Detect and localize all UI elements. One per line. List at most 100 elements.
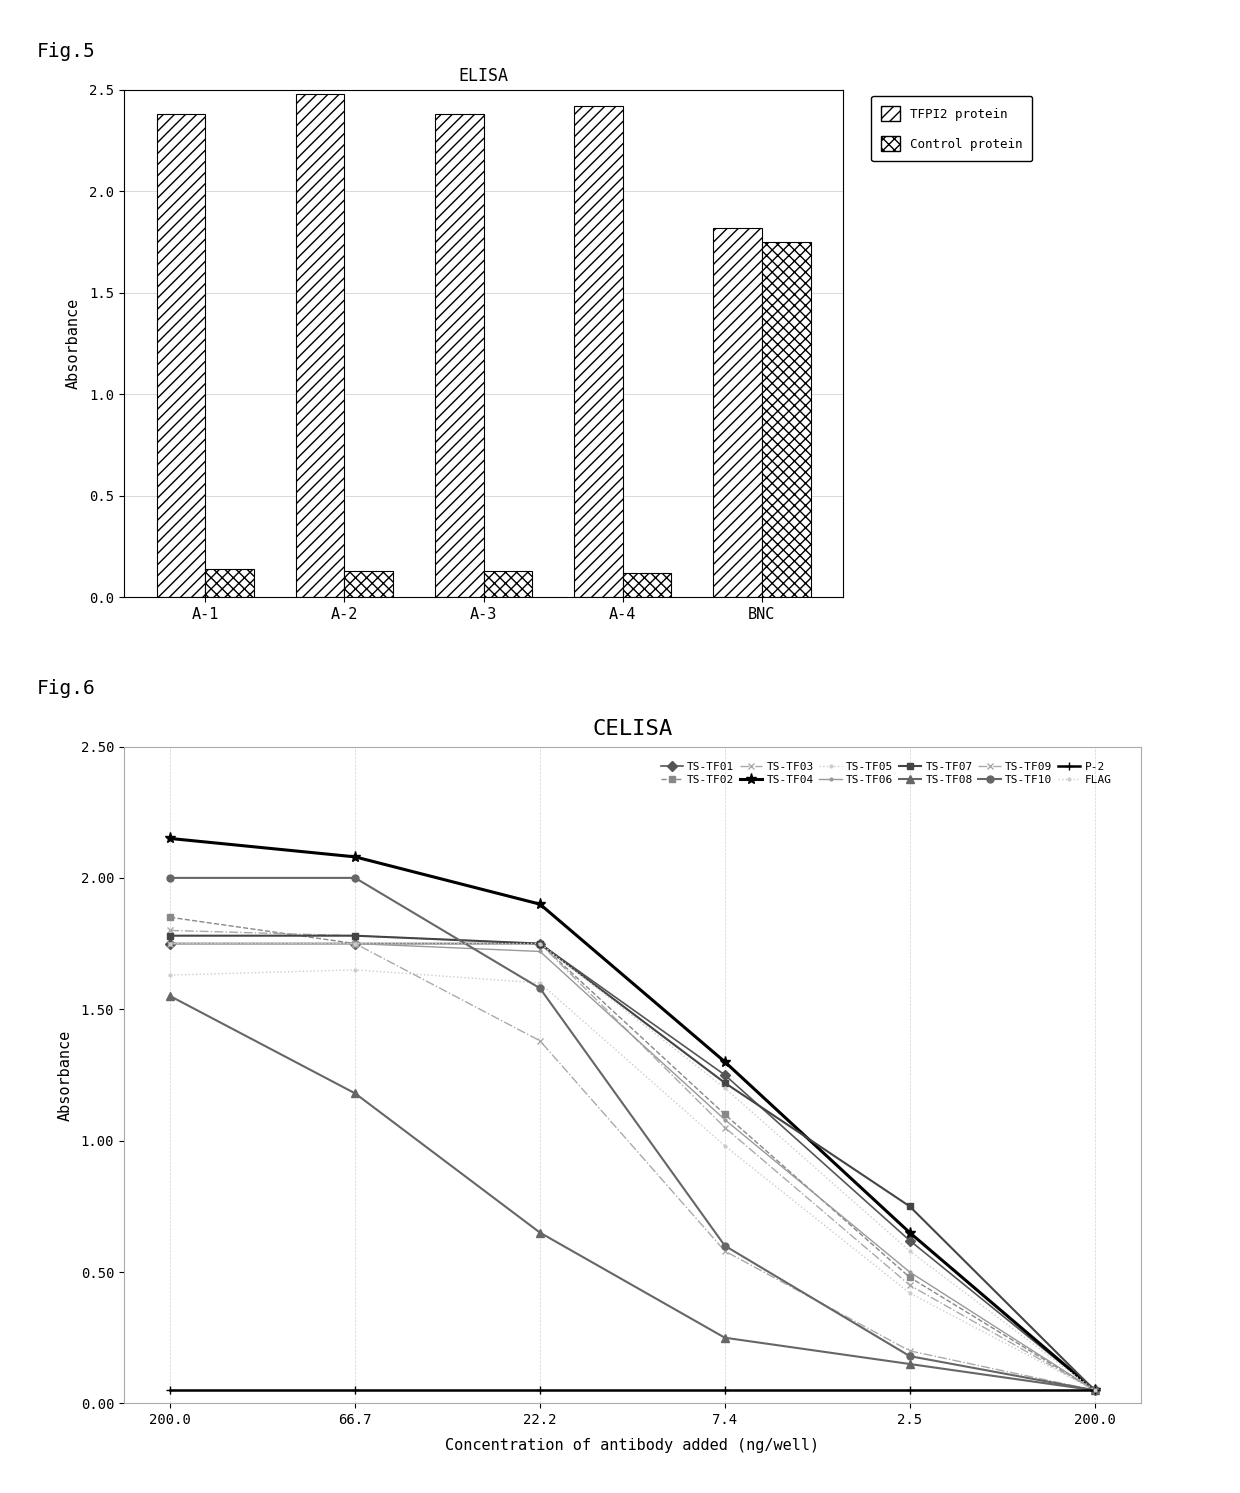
- Line: TS-TF05: TS-TF05: [167, 967, 1097, 1393]
- Text: Fig.6: Fig.6: [37, 679, 95, 699]
- TS-TF06: [532, 942, 547, 960]
- TS-TF04: [1087, 1381, 1102, 1399]
- TS-TF09: [718, 1242, 733, 1260]
- Y-axis label: Absorbance: Absorbance: [57, 1029, 72, 1121]
- TS-TF06: [1087, 1381, 1102, 1399]
- Line: TS-TF08: TS-TF08: [166, 991, 1099, 1394]
- TS-TF07: [1087, 1381, 1102, 1399]
- TS-TF01: [162, 935, 177, 953]
- Title: ELISA: ELISA: [459, 67, 508, 85]
- TS-TF10: [1087, 1381, 1102, 1399]
- P-2: [532, 1381, 547, 1399]
- Line: TS-TF03: TS-TF03: [166, 927, 1099, 1394]
- TS-TF06: [347, 935, 362, 953]
- Bar: [156, 113, 206, 597]
- Bar: [484, 570, 532, 597]
- TS-TF02: [903, 1269, 918, 1287]
- TS-TF02: [162, 908, 177, 926]
- TS-TF09: [903, 1342, 918, 1360]
- TS-TF04: [532, 896, 547, 914]
- Line: TS-TF04: TS-TF04: [165, 833, 1100, 1396]
- TS-TF08: [532, 1224, 547, 1242]
- TS-TF03: [532, 935, 547, 953]
- TS-TF03: [1087, 1381, 1102, 1399]
- FLAG: [718, 1079, 733, 1097]
- Line: TS-TF10: TS-TF10: [166, 875, 1099, 1394]
- TS-TF07: [532, 935, 547, 953]
- TS-TF09: [162, 935, 177, 953]
- FLAG: [347, 935, 362, 953]
- TS-TF02: [718, 1105, 733, 1123]
- TS-TF10: [903, 1347, 918, 1365]
- TS-TF01: [903, 1232, 918, 1250]
- TS-TF06: [718, 1111, 733, 1129]
- FLAG: [162, 935, 177, 953]
- TS-TF05: [1087, 1381, 1102, 1399]
- TS-TF07: [162, 927, 177, 945]
- Line: TS-TF02: TS-TF02: [166, 914, 1099, 1394]
- TS-TF02: [347, 935, 362, 953]
- Text: Fig.5: Fig.5: [37, 42, 95, 61]
- Bar: [574, 106, 622, 597]
- TS-TF10: [347, 869, 362, 887]
- TS-TF05: [718, 1138, 733, 1156]
- TS-TF06: [162, 935, 177, 953]
- Bar: [622, 573, 671, 597]
- Bar: [435, 113, 484, 597]
- TS-TF04: [162, 830, 177, 848]
- TS-TF09: [532, 1032, 547, 1050]
- TS-TF10: [718, 1236, 733, 1254]
- TS-TF08: [162, 987, 177, 1005]
- TS-TF03: [903, 1277, 918, 1294]
- Line: TS-TF06: TS-TF06: [167, 941, 1097, 1393]
- FLAG: [903, 1242, 918, 1260]
- Line: TS-TF09: TS-TF09: [166, 941, 1099, 1394]
- TS-TF05: [347, 961, 362, 979]
- TS-TF03: [162, 921, 177, 939]
- TS-TF02: [1087, 1381, 1102, 1399]
- Line: TS-TF07: TS-TF07: [166, 932, 1099, 1394]
- Bar: [345, 570, 393, 597]
- Legend: TS-TF01, TS-TF02, TS-TF03, TS-TF04, TS-TF05, TS-TF06, TS-TF07, TS-TF08, TS-TF09,: TS-TF01, TS-TF02, TS-TF03, TS-TF04, TS-T…: [657, 758, 1115, 788]
- FLAG: [532, 935, 547, 953]
- TS-TF05: [903, 1284, 918, 1302]
- Title: CELISA: CELISA: [593, 720, 672, 739]
- TS-TF04: [718, 1053, 733, 1070]
- TS-TF07: [347, 927, 362, 945]
- TS-TF01: [1087, 1381, 1102, 1399]
- TS-TF04: [347, 848, 362, 866]
- TS-TF08: [1087, 1381, 1102, 1399]
- P-2: [1087, 1381, 1102, 1399]
- P-2: [162, 1381, 177, 1399]
- TS-TF05: [162, 966, 177, 984]
- TS-TF08: [347, 1084, 362, 1102]
- TS-TF01: [347, 935, 362, 953]
- TS-TF10: [162, 869, 177, 887]
- TS-TF04: [903, 1224, 918, 1242]
- P-2: [903, 1381, 918, 1399]
- TS-TF08: [903, 1356, 918, 1374]
- Bar: [296, 94, 345, 597]
- TS-TF09: [1087, 1381, 1102, 1399]
- P-2: [718, 1381, 733, 1399]
- TS-TF02: [532, 935, 547, 953]
- TS-TF08: [718, 1329, 733, 1347]
- TS-TF09: [347, 935, 362, 953]
- Bar: [206, 569, 254, 597]
- Line: TS-TF01: TS-TF01: [166, 941, 1099, 1394]
- X-axis label: Concentration of antibody added (ng/well): Concentration of antibody added (ng/well…: [445, 1438, 820, 1453]
- Bar: [713, 227, 761, 597]
- TS-TF03: [347, 927, 362, 945]
- Line: P-2: P-2: [166, 1386, 1099, 1394]
- Line: FLAG: FLAG: [167, 941, 1097, 1393]
- TS-TF10: [532, 979, 547, 997]
- TS-TF06: [903, 1263, 918, 1281]
- TS-TF07: [718, 1073, 733, 1091]
- TS-TF03: [718, 1118, 733, 1136]
- Bar: [761, 242, 811, 597]
- FLAG: [1087, 1381, 1102, 1399]
- TS-TF05: [532, 973, 547, 991]
- Y-axis label: Absorbance: Absorbance: [66, 297, 81, 390]
- TS-TF01: [532, 935, 547, 953]
- TS-TF01: [718, 1066, 733, 1084]
